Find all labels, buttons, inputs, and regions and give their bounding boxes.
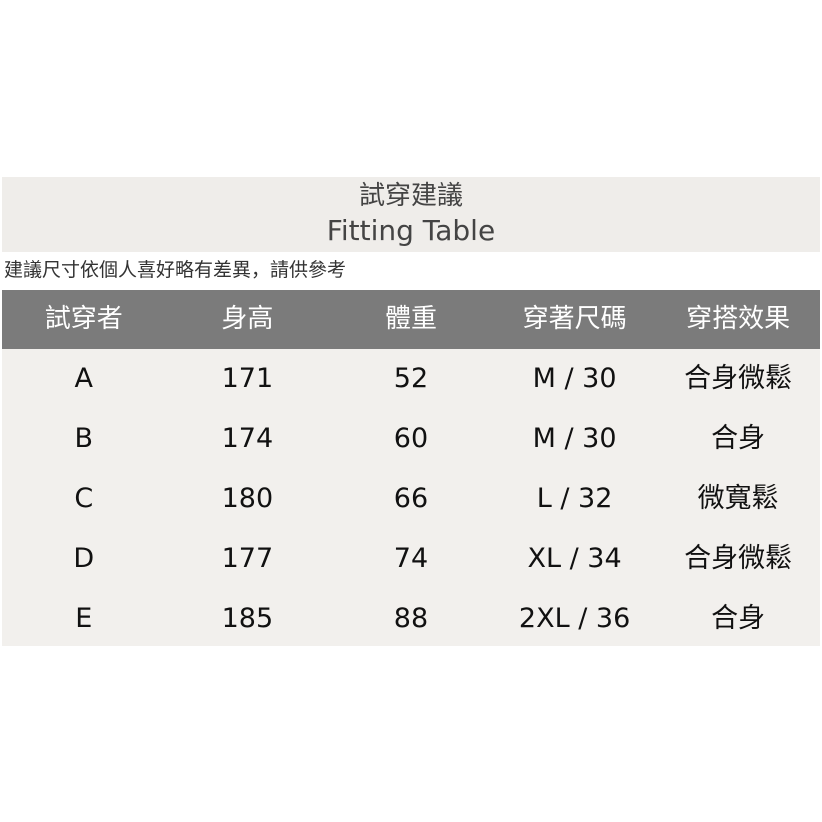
table-body: A 171 52 M / 30 合身微鬆 B 174 60 M / 30 合身 C 180 66 L / … [2, 349, 820, 646]
cell-weight: 60 [393, 423, 429, 454]
cell-height: 185 [221, 603, 274, 634]
table-row: E 185 88 2XL / 36 合身 [2, 589, 820, 649]
cell-size: M / 30 [532, 423, 617, 454]
cell-tester: B [74, 423, 94, 454]
cell-weight: 66 [393, 483, 429, 514]
cell-tester: E [75, 603, 93, 634]
cell-size: XL / 34 [527, 543, 622, 574]
table-row: A 171 52 M / 30 合身微鬆 [2, 349, 820, 409]
cell-height: 177 [221, 543, 274, 574]
cell-tester: C [74, 483, 94, 514]
cell-fit: 合身 [711, 423, 766, 454]
cell-tester: D [73, 543, 95, 574]
cell-size: 2XL / 36 [518, 603, 631, 634]
cell-fit: 微寬鬆 [697, 483, 779, 514]
cell-height: 174 [221, 423, 274, 454]
header-fit: 穿搭效果 [686, 304, 791, 334]
cell-weight: 88 [393, 603, 429, 634]
header-weight: 體重 [384, 304, 437, 334]
cell-tester: A [74, 363, 94, 394]
header-size: 穿著尺碼 [522, 304, 627, 334]
cell-height: 171 [221, 363, 274, 394]
cell-height: 180 [221, 483, 274, 514]
cell-fit: 合身微鬆 [684, 363, 793, 394]
cell-size: M / 30 [532, 363, 617, 394]
cell-fit: 合身 [711, 603, 766, 634]
table-row: D 177 74 XL / 34 合身微鬆 [2, 529, 820, 589]
title-english: Fitting Table [326, 214, 496, 247]
header-tester: 試穿者 [44, 304, 123, 334]
cell-size: L / 32 [536, 483, 613, 514]
cell-weight: 74 [393, 543, 429, 574]
title-block: 試穿建議 Fitting Table [2, 177, 820, 252]
size-note: 建議尺寸依個人喜好略有差異，請供參考 [4, 259, 347, 281]
header-height: 身高 [221, 304, 274, 334]
table-row: B 174 60 M / 30 合身 [2, 409, 820, 469]
cell-weight: 52 [393, 363, 429, 394]
title-chinese: 試穿建議 [358, 181, 463, 211]
table-row: C 180 66 L / 32 微寬鬆 [2, 469, 820, 529]
cell-fit: 合身微鬆 [684, 543, 793, 574]
table-header: 試穿者 身高 體重 穿著尺碼 穿搭效果 [2, 290, 820, 349]
